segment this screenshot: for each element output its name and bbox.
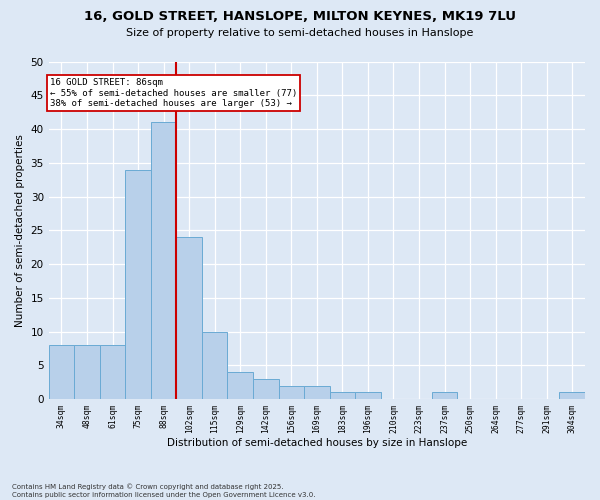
Bar [304,386,329,399]
Bar [100,345,125,399]
Text: 16, GOLD STREET, HANSLOPE, MILTON KEYNES, MK19 7LU: 16, GOLD STREET, HANSLOPE, MILTON KEYNES… [84,10,516,23]
Bar [329,392,355,399]
Bar [227,372,253,399]
Text: 16 GOLD STREET: 86sqm
← 55% of semi-detached houses are smaller (77)
38% of semi: 16 GOLD STREET: 86sqm ← 55% of semi-deta… [50,78,297,108]
Text: Contains HM Land Registry data © Crown copyright and database right 2025.
Contai: Contains HM Land Registry data © Crown c… [12,484,316,498]
Bar [151,122,176,399]
Bar [176,237,202,399]
Text: Size of property relative to semi-detached houses in Hanslope: Size of property relative to semi-detach… [127,28,473,38]
Bar [559,392,585,399]
X-axis label: Distribution of semi-detached houses by size in Hanslope: Distribution of semi-detached houses by … [167,438,467,448]
Bar [202,332,227,399]
Y-axis label: Number of semi-detached properties: Number of semi-detached properties [15,134,25,327]
Bar [74,345,100,399]
Bar [432,392,457,399]
Bar [125,170,151,399]
Bar [49,345,74,399]
Bar [253,379,278,399]
Bar [278,386,304,399]
Bar [355,392,380,399]
